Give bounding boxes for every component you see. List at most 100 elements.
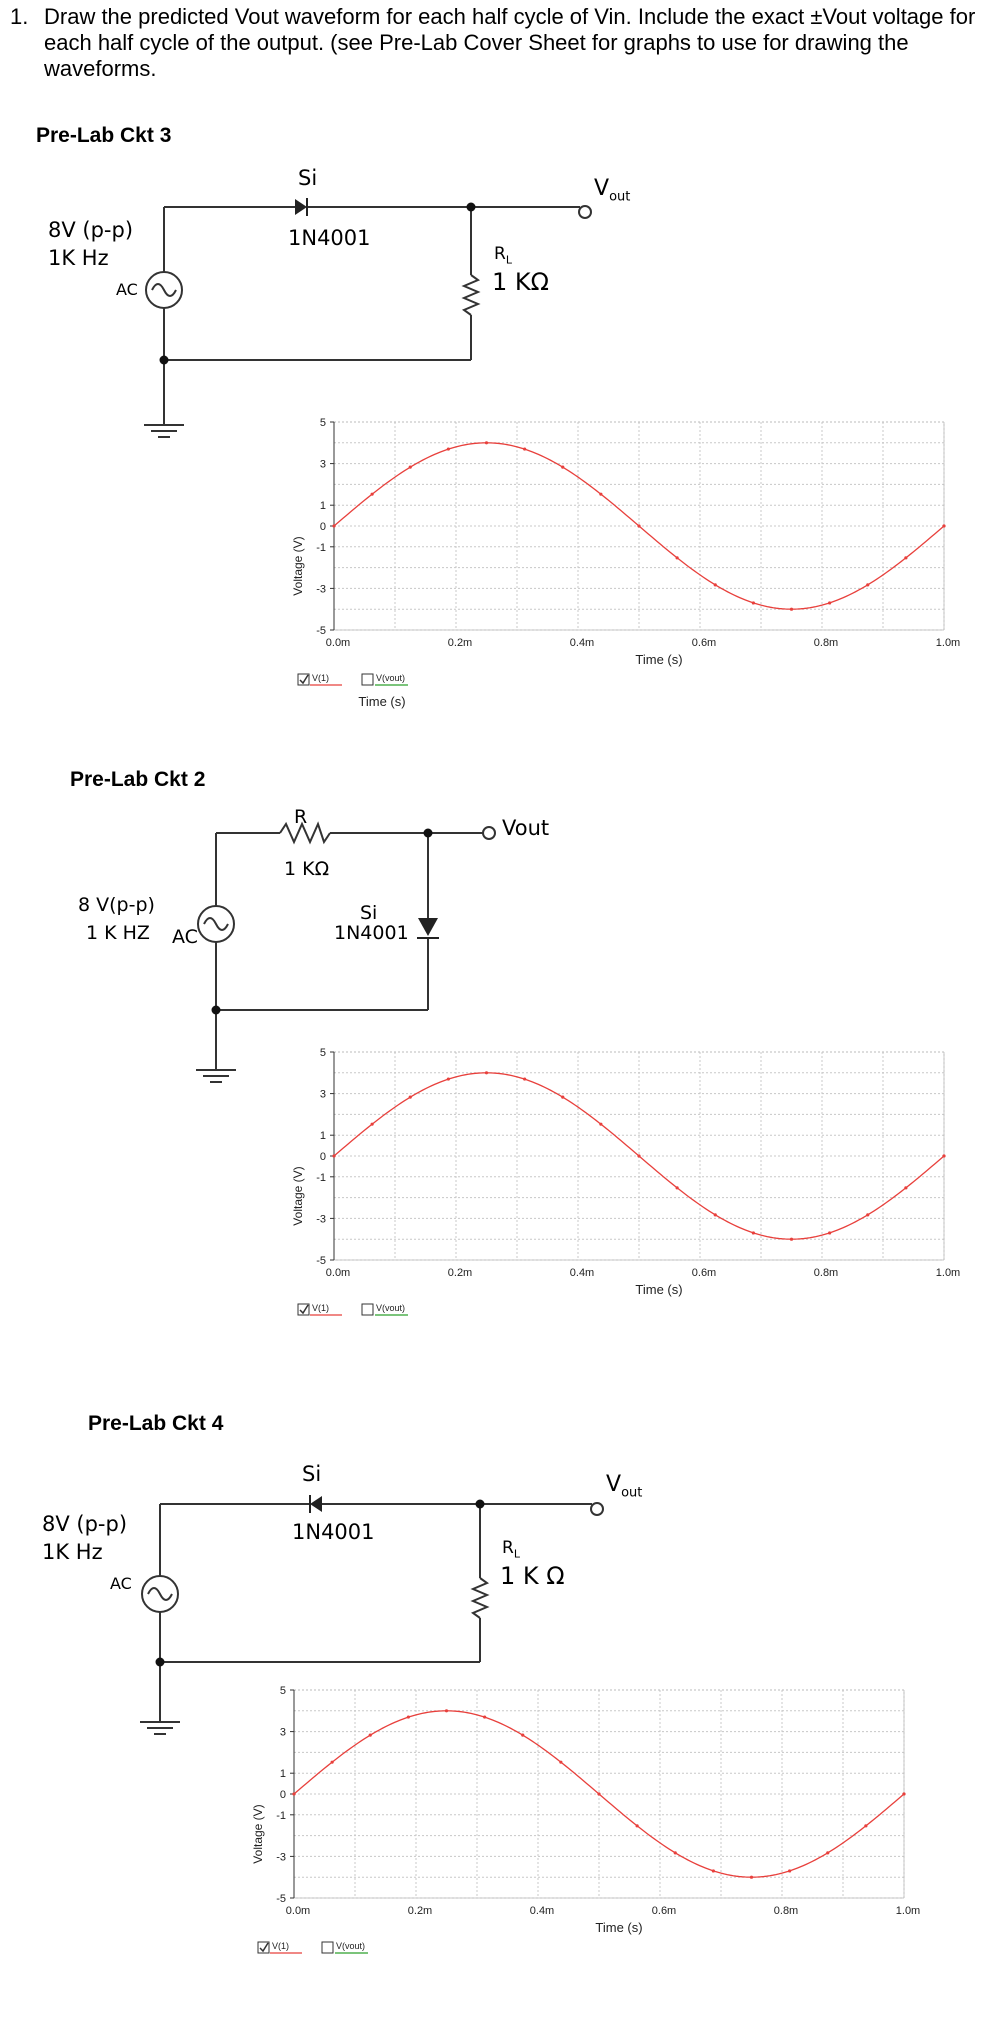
data-point bbox=[866, 583, 870, 587]
x-tick-label: 0.4m bbox=[570, 1267, 594, 1279]
y-tick-label: 1 bbox=[320, 1130, 326, 1142]
data-point bbox=[866, 1213, 870, 1217]
data-point bbox=[711, 1869, 715, 1873]
ckt2-diode-material: Si bbox=[360, 902, 378, 924]
data-point bbox=[483, 1715, 487, 1719]
y-tick-label: 1 bbox=[320, 500, 326, 512]
x-tick-label: 1.0m bbox=[896, 1905, 920, 1917]
y-tick-label: 5 bbox=[320, 1047, 326, 1059]
chart-ckt3: 5 3 1 0 -1 -3 -50.0m 0.2m 0.4m 0.6m 0.8m 1.0m Voltag… bbox=[291, 417, 960, 709]
data-point bbox=[828, 601, 832, 605]
ckt3-diode-part: 1N4001 bbox=[288, 226, 371, 250]
data-point bbox=[637, 1154, 641, 1158]
legend-checkbox-checked bbox=[257, 1941, 270, 1954]
y-tick-label: -5 bbox=[316, 625, 326, 637]
data-point bbox=[637, 524, 641, 528]
ckt4-diode-icon bbox=[309, 1495, 322, 1513]
data-point bbox=[406, 1715, 410, 1719]
question-number: 1. bbox=[10, 4, 29, 29]
x-tick-label: 0.6m bbox=[692, 637, 716, 649]
legend-label: V(vout) bbox=[336, 1941, 365, 1951]
ckt3-node-dot-bottom bbox=[159, 355, 169, 365]
data-point bbox=[446, 1077, 450, 1081]
x-tick-label: 0.0m bbox=[286, 1905, 310, 1917]
ckt2-node-dot-bottom bbox=[211, 1005, 221, 1015]
x-tick-label: 0.6m bbox=[652, 1905, 676, 1917]
ckt3-source-voltage: 8V (p-p) bbox=[48, 218, 134, 242]
data-point bbox=[749, 1875, 754, 1879]
ckt4-source-voltage: 8V (p-p) bbox=[42, 1512, 128, 1536]
y-tick-label: 0 bbox=[320, 521, 326, 533]
x-axis-label: Time (s) bbox=[595, 1920, 642, 1935]
x-tick-label: 0.6m bbox=[692, 1267, 716, 1279]
y-tick-label: -1 bbox=[316, 1172, 326, 1184]
ckt3-resistor-icon bbox=[461, 274, 481, 316]
data-point bbox=[864, 1824, 868, 1828]
ckt4-diode-part: 1N4001 bbox=[292, 1520, 375, 1544]
data-point bbox=[635, 1824, 639, 1828]
data-point bbox=[788, 1869, 792, 1873]
checkmark-icon bbox=[299, 674, 309, 685]
x-tick-label: 0.8m bbox=[814, 1267, 838, 1279]
data-point bbox=[828, 1231, 832, 1235]
ckt4-load-value: 1 K Ω bbox=[500, 1562, 565, 1590]
legend-checkbox-checked bbox=[297, 1303, 310, 1316]
ckt2-ac-source-icon bbox=[197, 905, 235, 943]
y-tick-label: -3 bbox=[316, 1213, 326, 1225]
ckt4-ground-icon bbox=[140, 1721, 180, 1735]
legend-checkbox-checked bbox=[297, 673, 310, 686]
ckt3-diode-icon bbox=[295, 198, 308, 216]
ckt2-resistor-icon bbox=[279, 821, 331, 845]
legend: V(1) V(vout) bbox=[297, 1303, 408, 1316]
question-text: Draw the predicted Vout waveform for eac… bbox=[44, 4, 976, 81]
data-point bbox=[942, 1154, 946, 1158]
ckt4-resistor-icon bbox=[470, 1577, 490, 1619]
data-point bbox=[599, 492, 603, 496]
x-tick-label: 1.0m bbox=[936, 637, 960, 649]
data-point bbox=[484, 1071, 489, 1075]
legend-extra-label: Time (s) bbox=[358, 694, 405, 709]
y-tick-label: -1 bbox=[276, 1810, 286, 1822]
data-point bbox=[368, 1733, 372, 1737]
legend-checkbox bbox=[361, 673, 374, 686]
checkmark-icon bbox=[259, 1942, 269, 1953]
data-point bbox=[713, 583, 717, 587]
question: 1. Draw the predicted Vout waveform for … bbox=[10, 4, 980, 82]
data-point bbox=[332, 1154, 336, 1158]
chart-ckt2: 5 3 1 0 -1 -3 -50.0m 0.2m 0.4m 0.6m 0.8m 1.0m Voltag… bbox=[291, 1047, 960, 1316]
data-point bbox=[902, 1792, 906, 1796]
y-tick-label: -5 bbox=[316, 1255, 326, 1267]
y-tick-label: 5 bbox=[320, 417, 326, 429]
data-point bbox=[559, 1760, 563, 1764]
ckt2-diode-part: 1N4001 bbox=[334, 922, 409, 944]
legend-checkbox bbox=[321, 1941, 334, 1954]
y-axis-label: Voltage (V) bbox=[291, 536, 305, 595]
data-point bbox=[751, 601, 755, 605]
y-tick-label: 3 bbox=[320, 459, 326, 471]
y-tick-label: 5 bbox=[280, 1685, 286, 1697]
ckt4-title: Pre-Lab Ckt 4 bbox=[88, 1412, 224, 1435]
x-tick-label: 0.2m bbox=[448, 1267, 472, 1279]
ckt3-schematic bbox=[144, 198, 592, 438]
ckt4-source-type: AC bbox=[110, 1574, 132, 1593]
y-tick-label: -3 bbox=[276, 1851, 286, 1863]
data-point bbox=[292, 1792, 296, 1796]
data-point bbox=[330, 1760, 334, 1764]
ckt3-out-label: Vout bbox=[594, 176, 631, 205]
legend-label: V(1) bbox=[312, 1303, 329, 1313]
checkmark-icon bbox=[299, 1304, 309, 1315]
ckt2-node-dot bbox=[423, 828, 433, 838]
ckt2-source-type: AC bbox=[172, 926, 198, 948]
data-point bbox=[675, 556, 679, 560]
x-tick-label: 0.8m bbox=[774, 1905, 798, 1917]
data-point bbox=[673, 1851, 677, 1855]
ckt3-load-value: 1 KΩ bbox=[492, 268, 549, 296]
ckt3-title: Pre-Lab Ckt 3 bbox=[36, 124, 172, 147]
y-tick-label: 1 bbox=[280, 1768, 286, 1780]
data-point bbox=[444, 1709, 449, 1713]
legend-label: V(vout) bbox=[376, 673, 405, 683]
x-axis-label: Time (s) bbox=[635, 652, 682, 667]
ckt3-load-label: RL bbox=[494, 244, 512, 267]
data-point bbox=[408, 1095, 412, 1099]
data-point bbox=[370, 1122, 374, 1126]
